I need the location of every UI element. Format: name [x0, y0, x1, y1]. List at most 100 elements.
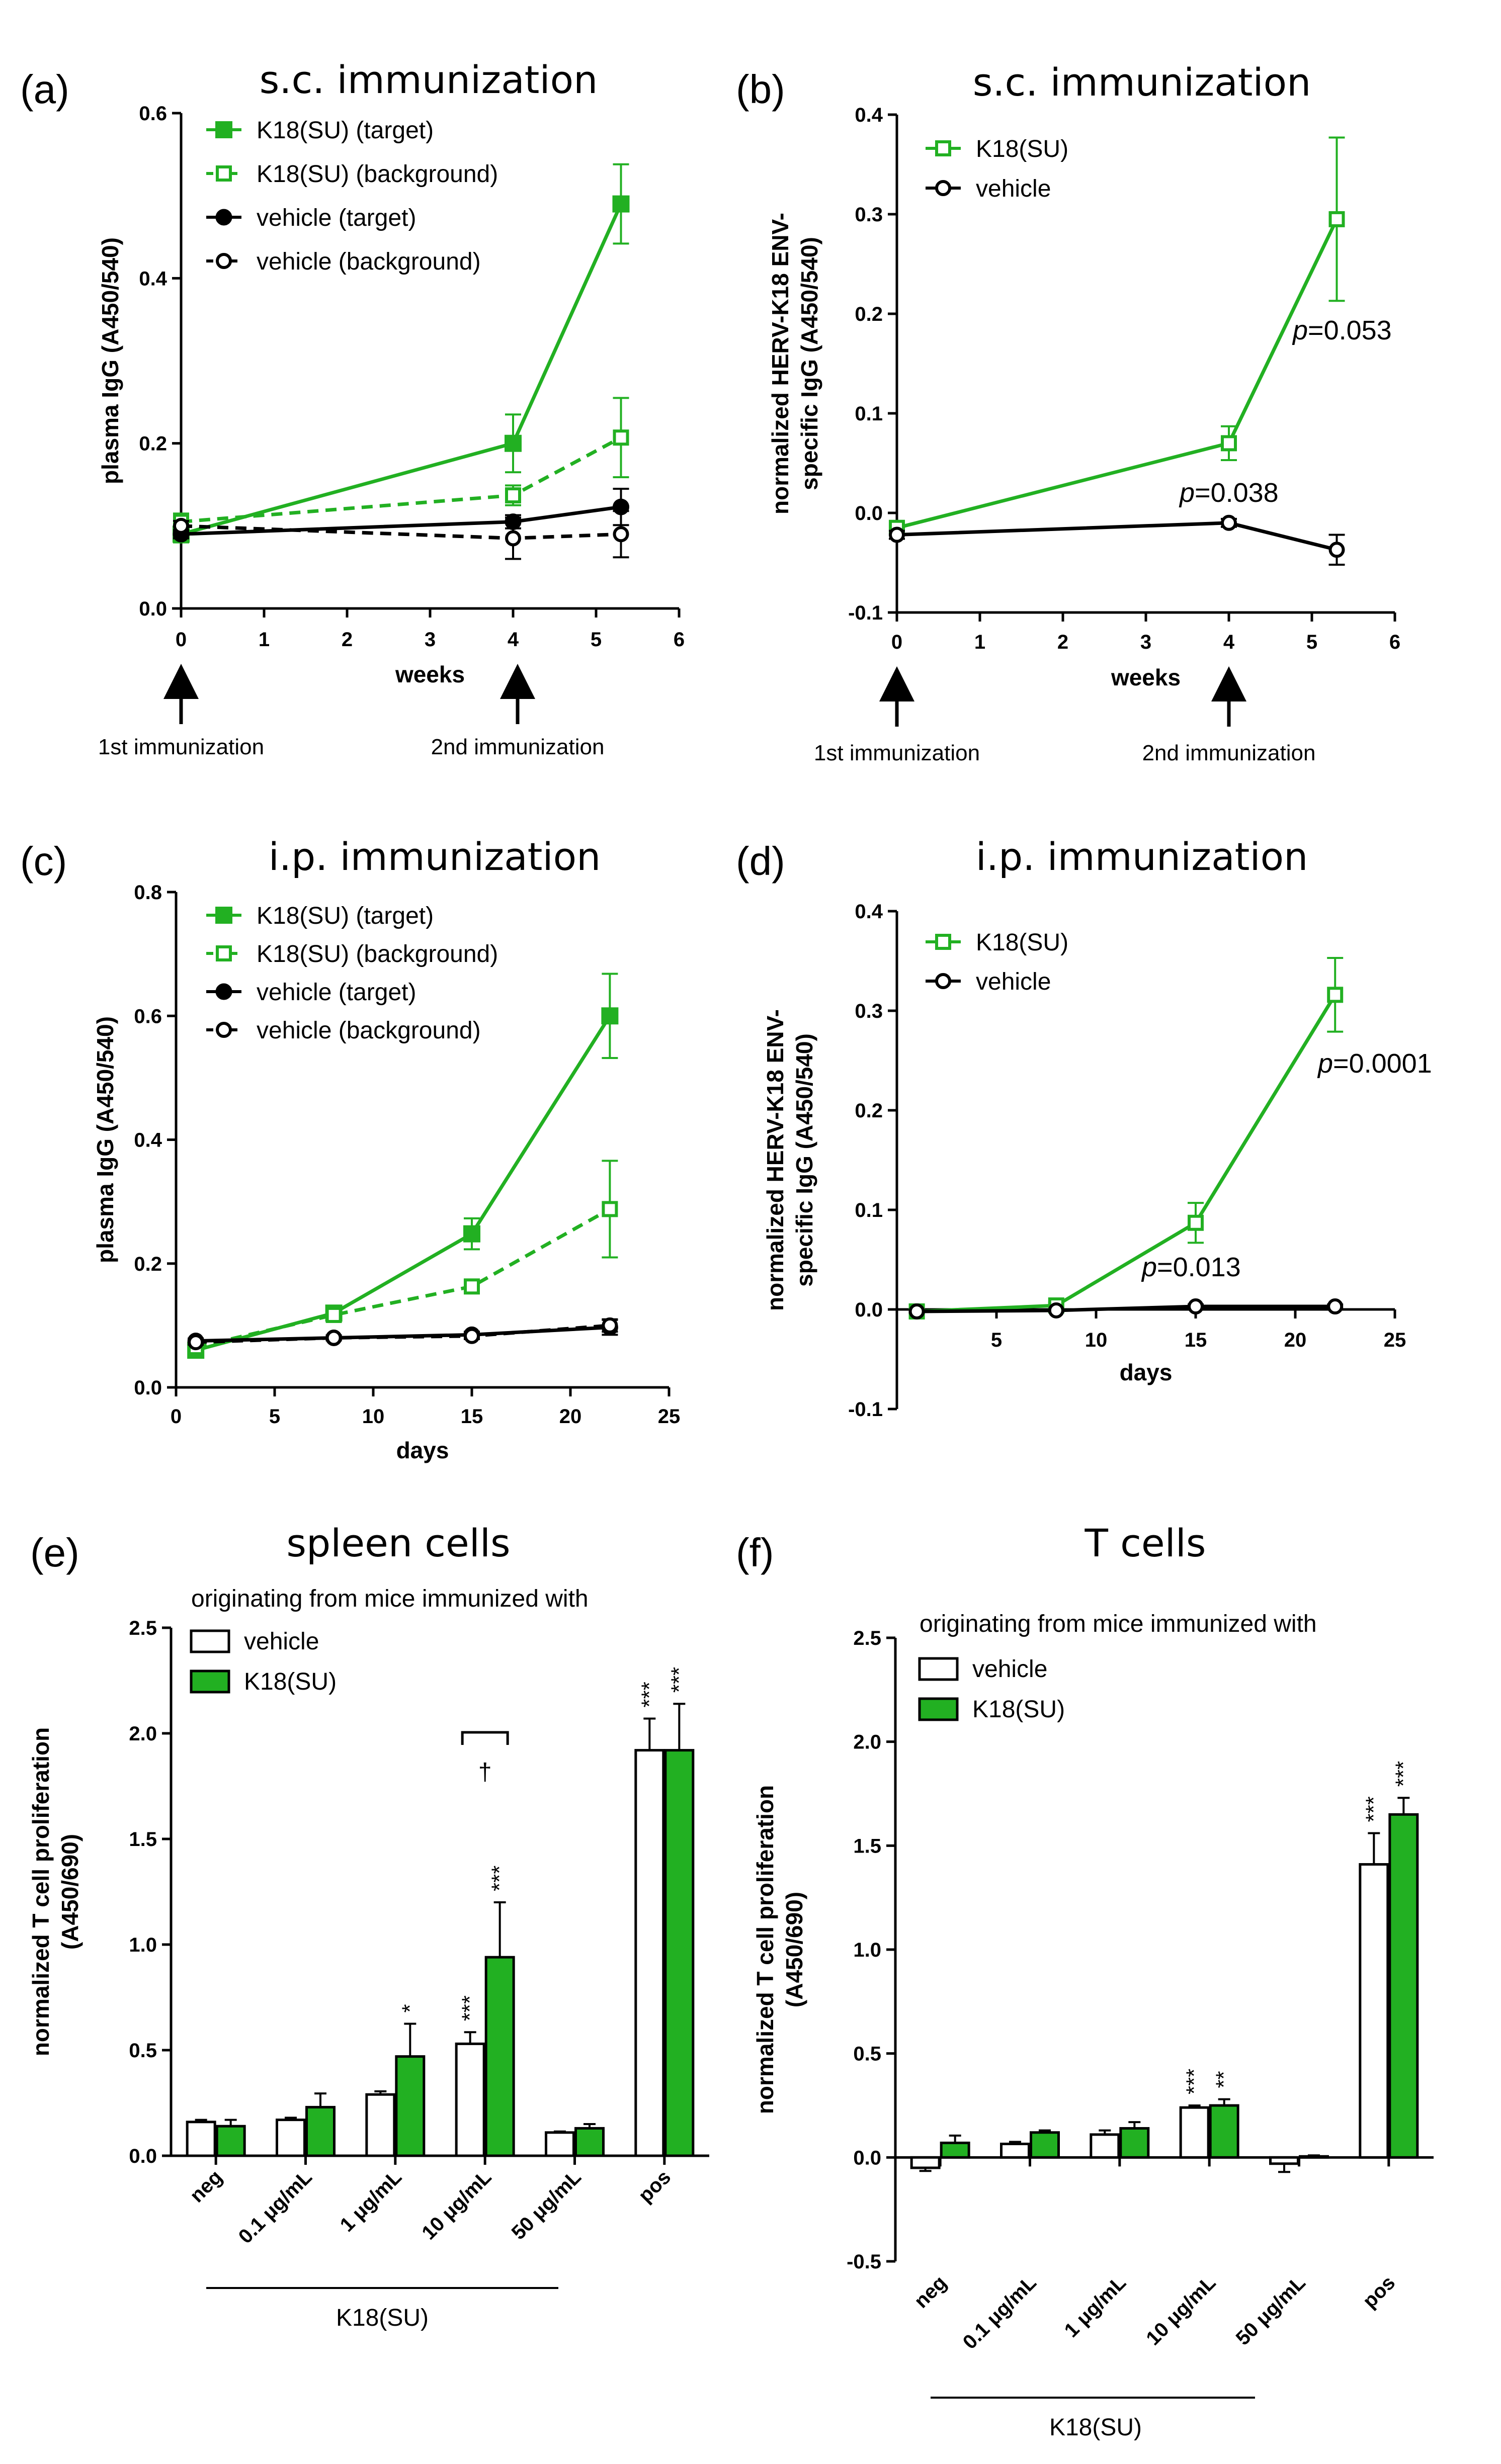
- data-point-c-1: [325, 1306, 342, 1323]
- x-tick-label-c: 10: [362, 1405, 385, 1428]
- y-tick-label-d: 0.3: [855, 1000, 883, 1022]
- data-point-a-0: [505, 434, 522, 452]
- data-point-c-3: [464, 1328, 480, 1344]
- data-point-c-3: [602, 1317, 618, 1334]
- y-tick-label-b: 0.2: [855, 303, 883, 325]
- legend-label-b: K18(SU): [976, 136, 1068, 162]
- chart-subtitle-e: originating from mice immunized with: [191, 1586, 589, 1612]
- x-tick-label-d: 20: [1284, 1329, 1307, 1351]
- data-point-b-1: [1328, 542, 1345, 558]
- bar-f-1: [940, 2141, 970, 2159]
- data-point-a-1: [505, 487, 521, 504]
- bar-f-0: [1000, 2142, 1030, 2159]
- significance-stars-f: ***: [1391, 1761, 1415, 1787]
- x-tick-label-a: 0: [176, 629, 187, 651]
- x-tick-label-e: pos: [634, 2166, 675, 2207]
- data-point-c-0: [463, 1225, 480, 1243]
- x-tick-label-a: 6: [674, 629, 685, 651]
- x-tick-label-b: 2: [1057, 631, 1068, 653]
- p-value-label: p=0.053: [1292, 315, 1392, 345]
- data-point-a-0: [612, 195, 630, 213]
- legend-label-a: K18(SU) (target): [257, 117, 434, 144]
- chart-title-a: s.c. immunization: [260, 57, 598, 102]
- x-tick-label-c: 25: [658, 1405, 681, 1428]
- x-tick-label-c: 20: [559, 1405, 582, 1428]
- chart-title-c: i.p. immunization: [269, 834, 601, 879]
- x-tick-label-b: 3: [1140, 631, 1151, 653]
- p-value-label: p=0.038: [1179, 478, 1279, 508]
- bar-e-1: [484, 1956, 515, 2157]
- group-label-e: K18(SU): [336, 2305, 429, 2331]
- data-point-d-1: [1327, 1298, 1344, 1315]
- x-tick-label-d: 25: [1384, 1329, 1406, 1351]
- data-point-c-3: [325, 1330, 342, 1346]
- y-axis-label-e: normalized T cell proliferation (A450/690…: [28, 1727, 83, 2056]
- data-point-b-1: [1221, 514, 1237, 531]
- y-tick-label-a: 0.2: [139, 433, 167, 455]
- chart-title-d: i.p. immunization: [976, 834, 1308, 879]
- panel-label-a: (a): [20, 67, 69, 112]
- bar-e-0: [186, 2121, 216, 2157]
- data-point-d-0: [1327, 987, 1344, 1003]
- x-tick-label-f: 50 μg/mL: [1232, 2271, 1310, 2349]
- bar-e-0: [276, 2119, 306, 2157]
- y-tick-label-e: 2.5: [129, 1617, 157, 1639]
- y-tick-label-e: 2.0: [129, 1723, 157, 1745]
- panel-label-d: (d): [736, 839, 785, 884]
- y-tick-label-d: 0.4: [855, 901, 883, 923]
- dagger-symbol: †: [478, 1759, 492, 1786]
- data-point-c-0: [601, 1007, 619, 1025]
- legend-label-d: K18(SU): [976, 929, 1068, 956]
- legend-marker-d: [935, 973, 951, 989]
- chart-subtitle-f: originating from mice immunized with: [920, 1611, 1317, 1637]
- series-line-d-0: [916, 994, 1337, 1313]
- y-tick-label-f: 1.0: [853, 1939, 881, 1961]
- y-tick-label-c: 0.2: [134, 1253, 162, 1275]
- x-tick-label-c: 5: [269, 1405, 280, 1428]
- y-tick-label-b: -0.1: [848, 602, 883, 624]
- y-tick-label-c: 0.8: [134, 882, 162, 904]
- y-tick-label-f: 2.0: [853, 1731, 881, 1753]
- bar-e-1: [305, 2105, 336, 2157]
- data-point-c-1: [464, 1278, 480, 1295]
- y-tick-label-d: 0.1: [855, 1199, 883, 1221]
- y-tick-label-c: 0.6: [134, 1005, 162, 1027]
- bar-e-0: [545, 2131, 575, 2157]
- data-point-d-0: [1188, 1214, 1204, 1231]
- immunization-label: 1st immunization: [98, 735, 264, 759]
- group-label-f: K18(SU): [1049, 2414, 1142, 2441]
- y-tick-label-e: 0.0: [129, 2145, 157, 2167]
- x-tick-label-b: 6: [1389, 631, 1400, 653]
- x-tick-label-e: 50 μg/mL: [508, 2166, 586, 2244]
- x-tick-label-f: 10 μg/mL: [1142, 2271, 1220, 2349]
- data-point-a-1: [613, 429, 629, 446]
- bar-e-1: [395, 2055, 426, 2157]
- legend-marker-a: [216, 253, 232, 269]
- bar-f-1: [1030, 2131, 1060, 2159]
- legend-marker-c: [215, 907, 232, 924]
- bar-e-0: [365, 2093, 396, 2157]
- legend-label-e: vehicle: [244, 1628, 319, 1655]
- panel-label-c: (c): [20, 839, 67, 884]
- bar-e-1: [574, 2127, 605, 2157]
- immunization-label: 2nd immunization: [431, 735, 605, 759]
- significance-bracket: [461, 1731, 509, 1745]
- panel-label-e: (e): [30, 1530, 79, 1575]
- panel-label-f: (f): [736, 1530, 774, 1575]
- bar-f-0: [910, 2156, 941, 2169]
- series-line-c-0: [195, 1015, 612, 1352]
- legend-label-a: K18(SU) (background): [257, 161, 498, 188]
- chart-title-e: spleen cells: [286, 1521, 510, 1565]
- legend-marker-c: [215, 983, 232, 1000]
- chart-title-f: T cells: [1085, 1521, 1206, 1565]
- y-axis-label-c: plasma IgG (A450/540): [92, 1016, 118, 1263]
- y-tick-label-e: 1.0: [129, 1934, 157, 1956]
- y-tick-label-f: 0.5: [853, 2043, 881, 2065]
- x-axis-label-b: weeks: [1111, 664, 1181, 690]
- significance-stars-f: ***: [1361, 1796, 1386, 1822]
- legend-label-f: vehicle: [972, 1656, 1047, 1683]
- y-tick-label-d: -0.1: [848, 1398, 883, 1421]
- y-tick-label-d: 0.2: [855, 1100, 883, 1122]
- data-point-b-1: [889, 526, 905, 543]
